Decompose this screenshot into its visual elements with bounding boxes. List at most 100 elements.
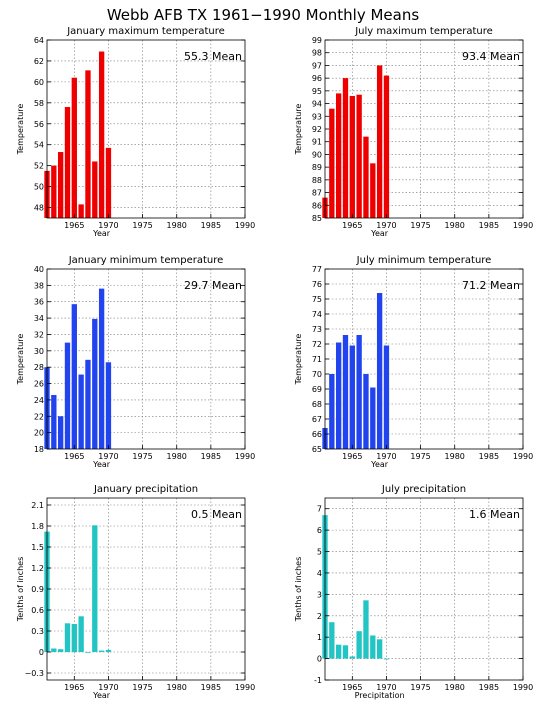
bar-1970 <box>105 147 112 218</box>
x-tick-label: 1985 <box>201 683 221 692</box>
y-tick-label: 86 <box>312 201 322 210</box>
y-tick-label: 75 <box>312 295 322 304</box>
x-axis-label: Year <box>370 229 389 238</box>
y-tick-label: 5 <box>317 548 322 557</box>
bar-1969 <box>98 288 105 449</box>
bar-1964 <box>342 335 349 449</box>
bar-1969 <box>376 639 383 659</box>
bar-1969 <box>98 51 105 219</box>
y-tick-label: 94 <box>312 100 322 109</box>
bar-1970 <box>383 345 390 449</box>
x-axis-label: Year <box>92 460 111 469</box>
y-axis-label: Tenths of inches <box>294 557 303 623</box>
y-tick-label: 66 <box>312 430 322 439</box>
y-tick-label: 0 <box>39 648 44 657</box>
bar-1967 <box>363 374 369 449</box>
x-axis-label: Precipitation <box>355 691 405 700</box>
panel-title: July minimum temperature <box>356 255 492 266</box>
bar-1965 <box>71 304 77 449</box>
y-tick-label: 96 <box>312 74 322 83</box>
y-tick-label: 52 <box>34 162 44 171</box>
y-tick-label: 50 <box>34 183 44 192</box>
bar-1970 <box>383 658 390 660</box>
y-tick-label: 28 <box>34 363 44 372</box>
y-tick-label: 73 <box>312 325 322 334</box>
x-tick-label: 1965 <box>64 221 84 230</box>
bar-1970 <box>105 362 112 449</box>
y-tick-label: 89 <box>312 163 322 172</box>
plot-frame <box>46 268 246 450</box>
y-tick-label: 88 <box>312 176 322 185</box>
x-tick-label: 1980 <box>167 452 187 461</box>
x-tick-label: 1970 <box>376 683 396 692</box>
y-tick-label: 1 <box>317 633 322 642</box>
y-tick-label: 99 <box>312 36 322 45</box>
bar-1964 <box>342 645 349 659</box>
bar-1966 <box>78 374 84 449</box>
bar-1968 <box>370 387 376 449</box>
x-tick-label: 1985 <box>201 221 221 230</box>
x-tick-label: 1990 <box>513 683 533 692</box>
y-tick-label: 77 <box>312 265 322 274</box>
y-axis-label: Temperature <box>294 334 303 386</box>
y-tick-label: 97 <box>312 61 322 70</box>
bar-1966 <box>356 335 362 449</box>
x-tick-label: 1965 <box>64 683 84 692</box>
mean-label: 1.6 Mean <box>469 508 520 521</box>
mean-label: 0.5 Mean <box>191 508 242 521</box>
y-axis-label: Temperature <box>294 104 303 156</box>
y-tick-label: 70 <box>312 370 322 379</box>
y-tick-label: 24 <box>34 396 44 405</box>
y-tick-label: 22 <box>34 412 44 421</box>
y-tick-label: 68 <box>312 400 322 409</box>
bar-1962 <box>51 648 57 652</box>
y-tick-label: 1.2 <box>31 564 44 573</box>
y-tick-label: 64 <box>34 36 44 45</box>
x-tick-label: 1990 <box>513 221 533 230</box>
x-tick-label: 1975 <box>132 452 152 461</box>
bar-1963 <box>57 416 64 449</box>
y-tick-label: 62 <box>34 57 44 66</box>
y-tick-label: 0 <box>317 655 322 664</box>
y-tick-label: 69 <box>312 385 322 394</box>
y-tick-label: 74 <box>312 310 322 319</box>
panel-jul-precip: July precipitation -1 0 1 2 3 4 5 6 7 1965 1970 1975… <box>294 484 533 700</box>
panel-title: July precipitation <box>381 484 466 495</box>
bar-1964 <box>342 78 349 219</box>
mean-label: 29.7 Mean <box>184 279 242 292</box>
x-tick-label: 1975 <box>410 221 430 230</box>
bar-1965 <box>349 95 355 218</box>
x-tick-label: 1970 <box>376 221 396 230</box>
x-tick-label: 1980 <box>445 683 465 692</box>
y-tick-label: 0.3 <box>31 627 44 636</box>
y-tick-label: −0.3 <box>25 669 44 678</box>
y-tick-label: 71 <box>312 355 322 364</box>
y-tick-label: 38 <box>34 281 44 290</box>
bar-1963 <box>335 93 342 218</box>
y-axis-label: Temperature <box>16 334 25 386</box>
plot-frame <box>324 497 524 681</box>
bar-1962 <box>51 395 57 449</box>
bar-1963 <box>57 649 64 652</box>
x-tick-label: 1980 <box>445 221 465 230</box>
panel-jan-min: January minimum temperature 18 20 22 24 26 28 3… <box>16 255 255 469</box>
bar-1965 <box>349 345 355 449</box>
bar-1967 <box>363 600 369 659</box>
x-tick-label: 1965 <box>342 452 362 461</box>
y-tick-label: 2 <box>317 612 322 621</box>
x-tick-label: 1990 <box>235 221 255 230</box>
mean-label: 55.3 Mean <box>184 50 242 63</box>
bar-1969 <box>376 65 383 218</box>
y-tick-label: 30 <box>34 347 44 356</box>
x-tick-label: 1980 <box>167 683 187 692</box>
panel-title: January precipitation <box>93 484 198 495</box>
bar-1962 <box>51 165 57 218</box>
y-tick-label: 4 <box>317 569 322 578</box>
bar-1967 <box>85 70 91 218</box>
x-tick-label: 1985 <box>479 221 499 230</box>
x-axis-label: Year <box>370 460 389 469</box>
bar-1963 <box>57 152 64 218</box>
bar-1966 <box>356 94 362 218</box>
panel-title: January minimum temperature <box>68 255 224 266</box>
